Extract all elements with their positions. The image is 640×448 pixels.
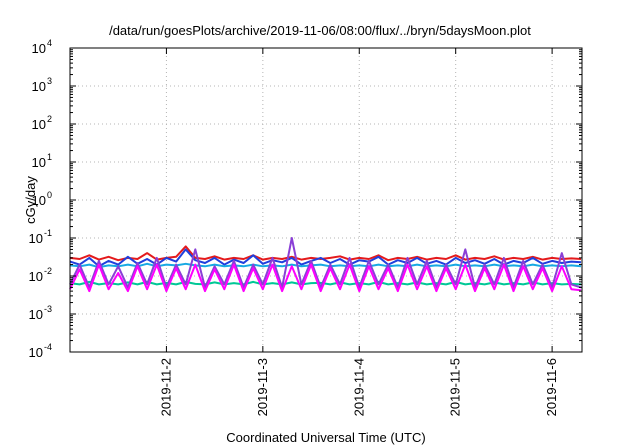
chart-title: /data/run/goesPlots/archive/2019-11-06/0…	[109, 23, 531, 38]
y-tick-label: 10-2	[29, 266, 52, 284]
y-tick-exponent: 4	[47, 38, 52, 48]
y-tick-exponent: 1	[47, 152, 52, 162]
x-tick-label: 2019-11-4	[351, 358, 366, 416]
series-line-3	[69, 262, 582, 269]
y-tick-exponent: 2	[47, 114, 52, 124]
y-tick-label: 104	[32, 38, 52, 56]
x-tick-label: 2019-11-3	[255, 358, 270, 416]
series-line-6	[69, 263, 582, 293]
x-tick-labels: 2019-11-2 2019-11-3 2019-11-4 2019-11-5 2019…	[158, 358, 559, 416]
y-tick-exponent: 3	[47, 76, 52, 86]
x-tick-label: 2019-11-6	[544, 358, 559, 416]
x-axis-label: Coordinated Universal Time (UTC)	[226, 430, 425, 445]
x-tick-label: 2019-11-2	[158, 358, 173, 416]
y-tick-exponent: -2	[44, 266, 52, 276]
y-tick-exponent: -4	[44, 342, 52, 352]
y-tick-label: 10-4	[29, 342, 52, 360]
y-tick-label: 10-3	[29, 304, 52, 322]
grid	[70, 48, 582, 352]
y-axis-label: cGy/day	[23, 176, 38, 224]
y-tick-exponent: 0	[47, 190, 52, 200]
y-tick-label: 101	[32, 152, 52, 170]
y-tick-label: 10-1	[29, 228, 52, 246]
x-tick-label: 2019-11-5	[448, 358, 463, 416]
series-line-5	[69, 237, 582, 289]
y-tick-exponent: -1	[44, 228, 52, 238]
series-layer	[69, 237, 582, 293]
y-tick-label: 103	[32, 76, 52, 94]
ticks	[70, 47, 582, 353]
y-tick-exponent: -3	[44, 304, 52, 314]
y-tick-label: 102	[32, 114, 52, 132]
series-line-1	[69, 245, 582, 262]
